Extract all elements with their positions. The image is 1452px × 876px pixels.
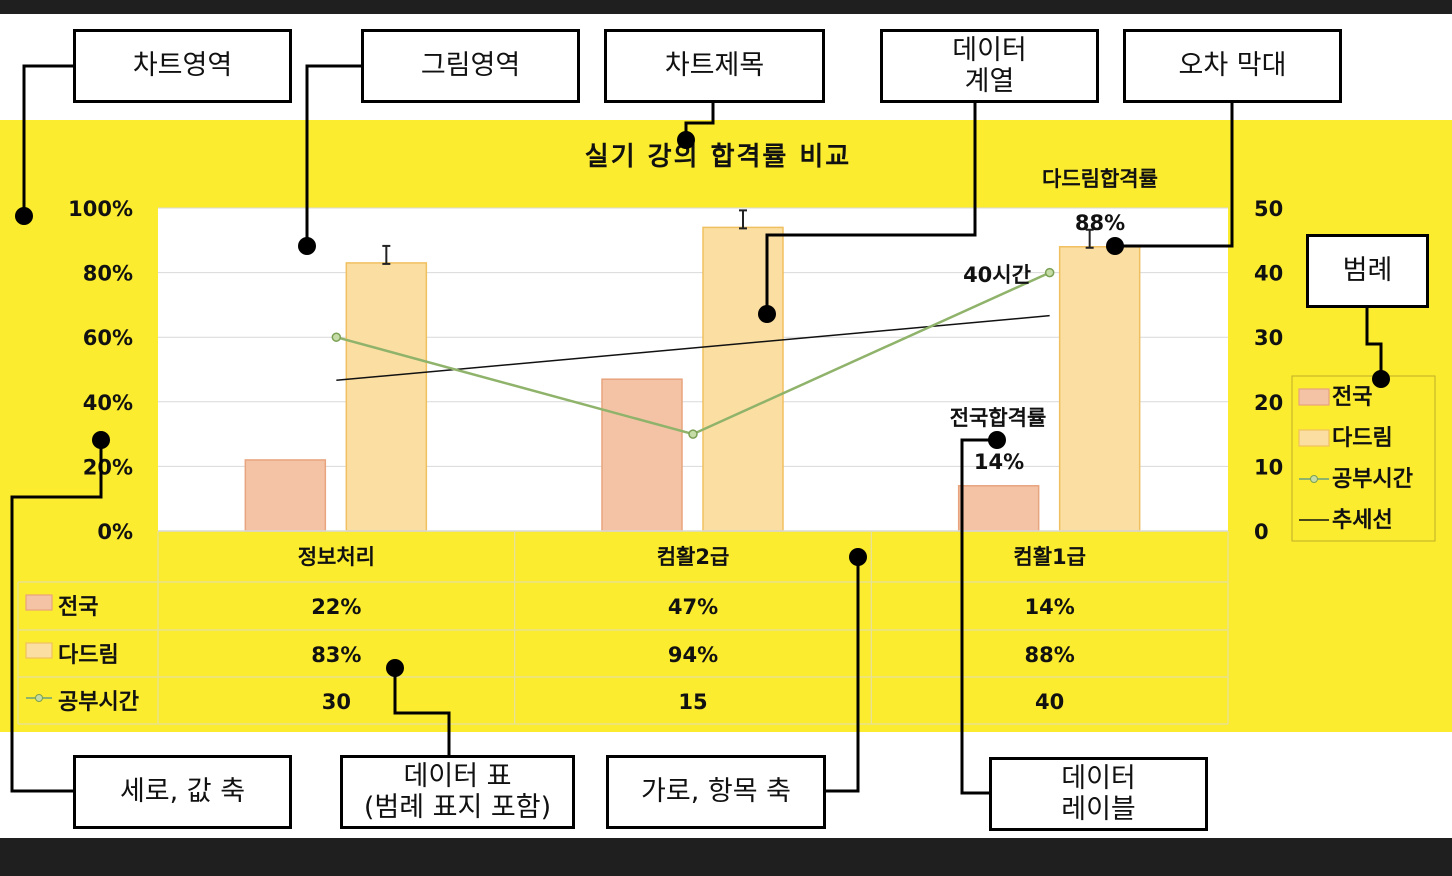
line-series bbox=[331, 267, 1055, 439]
legend-label: 전국 bbox=[1332, 385, 1372, 410]
data-label: 14% bbox=[974, 450, 1024, 474]
table-cell: 88% bbox=[1025, 643, 1075, 667]
table-legend-key bbox=[25, 594, 53, 611]
category-axis-label: 정보처리 bbox=[298, 545, 375, 569]
right-axis-tick-label: 50 bbox=[1254, 197, 1283, 221]
right-axis-tick-label: 20 bbox=[1254, 391, 1283, 415]
table-cell: 40 bbox=[1035, 690, 1064, 714]
table-cell: 22% bbox=[311, 595, 361, 619]
callout-error-bar: 오차 막대 bbox=[1123, 29, 1342, 103]
bar-전국-정보처리 bbox=[244, 459, 327, 532]
error-bars bbox=[382, 209, 1094, 265]
legend-box bbox=[1291, 375, 1436, 542]
line-point-컴활2급 bbox=[688, 429, 698, 439]
legend-label: 추세선 bbox=[1332, 508, 1393, 533]
error-bar bbox=[739, 209, 747, 230]
right-axis-tick-label: 10 bbox=[1254, 455, 1283, 479]
table-legend-key-marker bbox=[35, 694, 43, 702]
legend-key-marker bbox=[1310, 475, 1318, 483]
legend-key bbox=[1298, 388, 1330, 406]
data-label: 다드림합격률 bbox=[1042, 167, 1158, 191]
error-bar bbox=[1085, 228, 1094, 249]
legend-label: 공부시간 bbox=[1332, 467, 1413, 492]
bar-전국-컴활1급 bbox=[957, 485, 1040, 532]
right-axis-tick-label: 0 bbox=[1254, 520, 1269, 544]
callout-connectors bbox=[10, 64, 1383, 795]
axes: 0% 0 20% 10 40% 20 60% 30 80% 40 100% 50 bbox=[68, 197, 1283, 544]
table-legend-key bbox=[25, 642, 53, 659]
table-cell: 83% bbox=[311, 643, 361, 667]
bar-다드림-정보처리 bbox=[345, 262, 428, 532]
table-cell: 30 bbox=[322, 690, 351, 714]
table-cell: 94% bbox=[668, 643, 718, 667]
left-axis-tick-label: 60% bbox=[83, 326, 133, 350]
left-axis-tick-label: 100% bbox=[68, 197, 133, 221]
callout-data-table: 데이터 표 (범례 표지 포함) bbox=[340, 755, 575, 829]
bottom-dark-band bbox=[0, 838, 1452, 876]
table-row-header: 공부시간 bbox=[58, 690, 139, 715]
callout-chart-area: 차트영역 bbox=[73, 29, 292, 103]
callout-value-axis: 세로, 값 축 bbox=[73, 755, 292, 829]
category-axis-label: 컴활2급 bbox=[657, 545, 730, 569]
legend-key bbox=[1298, 429, 1330, 447]
table-cell: 15 bbox=[678, 690, 707, 714]
data-label: 40시간 bbox=[963, 263, 1031, 287]
callout-legend: 범례 bbox=[1306, 234, 1429, 308]
category-axis-label: 컴활1급 bbox=[1013, 545, 1086, 569]
bar-전국-컴활2급 bbox=[601, 378, 683, 532]
chart-title: 실기 강의 합격률 비교 bbox=[585, 142, 851, 172]
top-dark-band bbox=[0, 0, 1452, 14]
callout-data-series: 데이터 계열 bbox=[880, 29, 1099, 103]
table-row-header: 전국 bbox=[58, 595, 98, 620]
right-axis-tick-label: 30 bbox=[1254, 326, 1283, 350]
callout-category-axis: 가로, 항목 축 bbox=[606, 755, 826, 829]
callout-data-label: 데이터 레이블 bbox=[989, 757, 1208, 831]
line-point-컴활1급 bbox=[1044, 267, 1055, 278]
bar-다드림-컴활1급 bbox=[1058, 246, 1141, 532]
right-axis-tick-label: 40 bbox=[1254, 262, 1283, 286]
callout-chart-title: 차트제목 bbox=[604, 29, 825, 103]
left-axis-tick-label: 20% bbox=[83, 455, 133, 479]
legend-label: 다드림 bbox=[1332, 426, 1393, 451]
left-axis-tick-label: 40% bbox=[83, 391, 133, 415]
callout-dots bbox=[15, 131, 1390, 677]
bar-다드림-컴활2급 bbox=[702, 226, 784, 532]
left-axis-tick-label: 80% bbox=[83, 262, 133, 286]
error-bar bbox=[382, 244, 391, 265]
left-axis-tick-label: 0% bbox=[97, 520, 133, 544]
table-row-header: 다드림 bbox=[58, 643, 119, 668]
callout-plot-area: 그림영역 bbox=[361, 29, 580, 103]
bar-series bbox=[244, 226, 1141, 532]
table-cell: 14% bbox=[1025, 595, 1075, 619]
data-label: 전국합격률 bbox=[950, 406, 1047, 430]
data-label: 88% bbox=[1075, 211, 1125, 235]
line-point-정보처리 bbox=[331, 332, 342, 342]
table-cell: 47% bbox=[668, 595, 718, 619]
plot-area bbox=[158, 208, 1228, 531]
